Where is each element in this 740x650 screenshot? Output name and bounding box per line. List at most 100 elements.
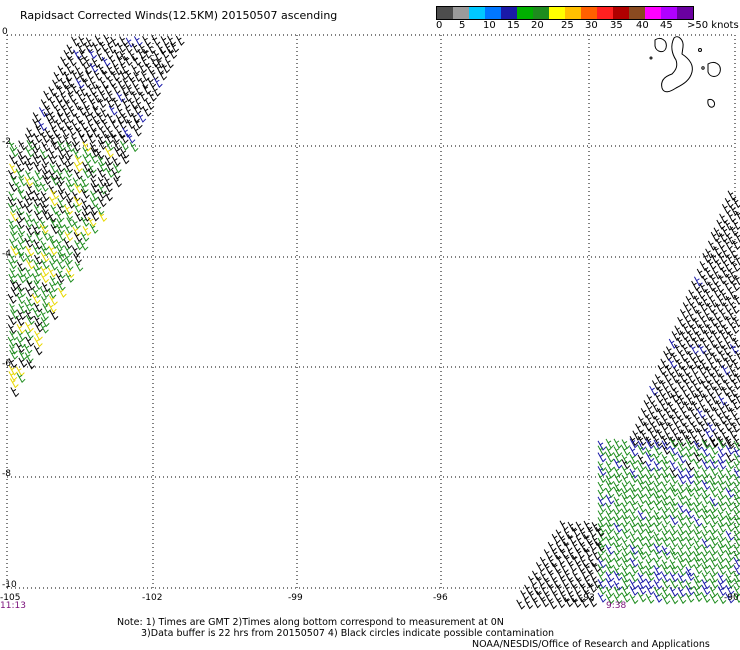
wind-barb: [605, 480, 615, 491]
wind-barb: [101, 119, 111, 130]
wind-barb: [34, 330, 43, 341]
wind-barb: [661, 594, 671, 605]
wind-barb: [725, 452, 735, 463]
lon-label: -96: [433, 593, 448, 603]
wind-barb: [677, 545, 687, 556]
wind-barb: [583, 563, 593, 574]
wind-barb: [667, 402, 677, 413]
wind-barb: [98, 211, 108, 223]
wind-barb: [17, 155, 27, 166]
wind-barb: [661, 550, 671, 561]
wind-barb: [693, 487, 703, 498]
wind-barb: [701, 416, 711, 427]
wind-barb: [25, 336, 35, 347]
wind-barb: [51, 127, 61, 138]
wind-barb: [645, 523, 655, 534]
wind-barb: [669, 460, 679, 471]
wind-barb: [645, 494, 655, 505]
wind-barb: [116, 55, 126, 67]
wind-barb: [18, 303, 28, 314]
wind-barb: [679, 330, 689, 341]
wind-barb: [719, 330, 729, 341]
wind-barb: [728, 269, 738, 280]
wind-barb: [10, 231, 19, 242]
wind-barb: [18, 350, 28, 361]
wind-barb: [9, 330, 18, 341]
wind-barb: [591, 550, 601, 561]
wind-barb: [540, 571, 549, 582]
wind-barb: [93, 70, 103, 82]
wind-barb: [729, 343, 739, 355]
wind-barb: [73, 196, 83, 207]
wind-barb: [117, 42, 126, 53]
wind-barb: [645, 578, 655, 589]
wind-barb: [33, 191, 43, 202]
wind-barb: [682, 324, 692, 335]
wind-barb: [669, 508, 679, 519]
wind-barb: [25, 246, 35, 257]
wind-barb: [613, 473, 623, 484]
wind-barb: [40, 191, 50, 202]
wind-barb: [629, 563, 639, 574]
wind-barb: [693, 318, 702, 329]
wind-barb: [555, 554, 565, 565]
wind-barb: [669, 414, 679, 425]
wind-barb: [597, 452, 607, 463]
wind-barb: [552, 591, 561, 602]
wind-barb: [621, 474, 631, 485]
wind-barb: [25, 147, 35, 158]
legend-swatch: [661, 7, 677, 19]
wind-barb: [717, 436, 727, 447]
wind-barb: [621, 552, 631, 563]
wind-barb: [677, 440, 687, 451]
wind-barb: [92, 106, 102, 117]
wind-barb: [701, 503, 711, 514]
wind-barb: [729, 205, 739, 216]
wind-barb: [107, 128, 116, 139]
wind-barb: [40, 240, 50, 251]
wind-barb: [725, 315, 734, 326]
wind-barb: [701, 318, 710, 329]
wind-barb: [25, 155, 34, 166]
wind-barb: [709, 508, 719, 519]
wind-barb: [704, 289, 714, 300]
wind-barb: [597, 543, 607, 554]
wind-barb: [17, 330, 26, 341]
wind-barb: [126, 133, 136, 144]
wind-barb: [713, 246, 722, 257]
wind-barb: [10, 245, 20, 256]
lon-label: -102: [142, 593, 163, 603]
wind-barb: [733, 557, 740, 568]
wind-barb: [653, 510, 663, 521]
wind-barb: [576, 592, 585, 603]
wind-barb: [709, 445, 719, 456]
wind-barb: [9, 268, 19, 279]
wind-barb: [24, 301, 33, 313]
legend-label: 20: [531, 20, 544, 31]
wind-barb: [111, 133, 120, 144]
wind-barb: [74, 211, 84, 222]
wind-barb: [715, 380, 725, 392]
wind-barb: [9, 349, 19, 360]
wind-barb: [653, 592, 663, 603]
wind-barb: [126, 85, 135, 96]
wind-barb: [661, 578, 671, 589]
wind-barb: [637, 549, 647, 560]
wind-barb: [9, 154, 18, 165]
wind-barb: [717, 274, 727, 285]
wind-barb: [725, 495, 735, 506]
wind-barb: [597, 496, 607, 507]
wind-barb: [679, 309, 689, 320]
wind-barb: [661, 416, 671, 427]
wind-barb: [104, 176, 113, 187]
wind-barb: [613, 570, 623, 582]
wind-barb: [17, 273, 27, 284]
wind-barb: [49, 98, 59, 109]
wind-barb: [567, 561, 577, 573]
wind-barb: [693, 564, 703, 575]
wind-barb: [175, 35, 185, 46]
wind-barb: [73, 232, 83, 243]
wind-barb: [717, 414, 727, 425]
wind-barb: [583, 547, 593, 558]
wind-barb: [733, 453, 740, 464]
